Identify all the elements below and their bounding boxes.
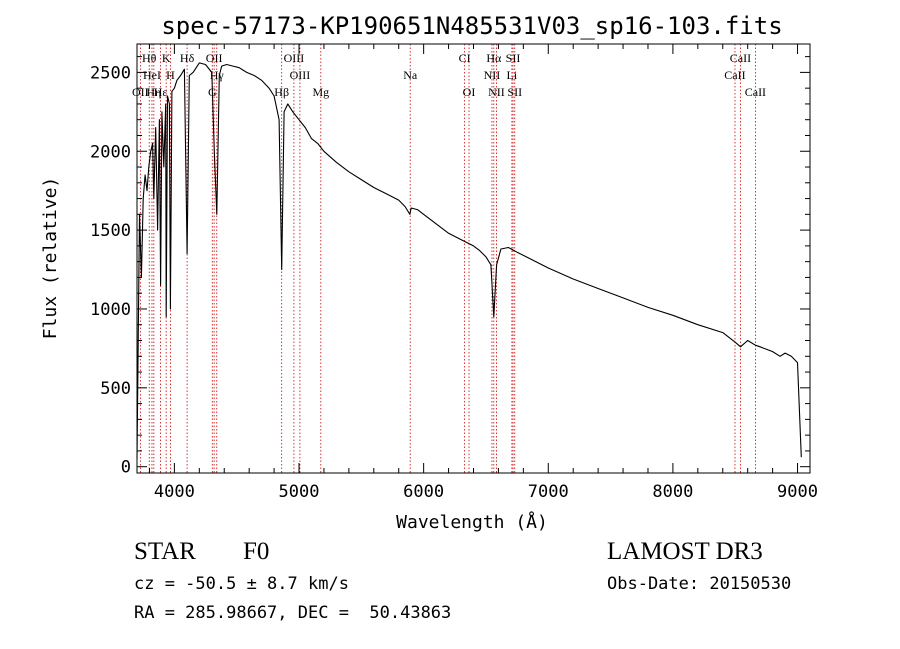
line-label-14: NII bbox=[484, 68, 501, 82]
line-label-15: Li bbox=[507, 68, 518, 82]
x-tick-label-8000: 8000 bbox=[652, 482, 693, 502]
y-tick-label-1500: 1500 bbox=[90, 221, 131, 241]
y-axis-ticks: 0 500 1000 1500 2000 2500 bbox=[90, 56, 810, 478]
line-label-26: CaII bbox=[745, 85, 766, 99]
chart-title: spec-57173-KP190651N485531V03_sp16-103.f… bbox=[161, 12, 782, 40]
object-class: STAR bbox=[134, 538, 196, 565]
line-label-0: Hθ bbox=[142, 51, 157, 65]
line-label-21: Hβ bbox=[274, 85, 289, 99]
y-tick-label-2000: 2000 bbox=[90, 142, 131, 162]
spectral-subclass: F0 bbox=[243, 538, 270, 565]
line-label-6: Hα bbox=[486, 51, 502, 65]
line-label-3: OII bbox=[206, 51, 223, 65]
line-label-18: Hη bbox=[146, 85, 161, 99]
line-label-2: Hδ bbox=[180, 51, 195, 65]
line-label-5: CI bbox=[459, 51, 471, 65]
redshift-readout: cz = -50.5 ± 8.7 km/s bbox=[134, 574, 349, 594]
x-tick-label-6000: 6000 bbox=[403, 482, 444, 502]
line-label-19: Hε bbox=[154, 85, 168, 99]
line-label-4: OIII bbox=[284, 51, 305, 65]
x-tick-label-5000: 5000 bbox=[279, 482, 320, 502]
spectrum-series-line bbox=[136, 62, 802, 459]
x-tick-label-7000: 7000 bbox=[528, 482, 569, 502]
survey-name: LAMOST DR3 bbox=[607, 538, 763, 565]
y-axis-label: Flux (relative) bbox=[40, 177, 61, 340]
y-tick-label-0: 0 bbox=[121, 458, 131, 478]
x-axis-ticks: 4000 5000 6000 7000 8000 9000 bbox=[148, 44, 818, 502]
line-label-24: NII bbox=[488, 85, 505, 99]
line-label-13: Na bbox=[403, 68, 418, 82]
line-label-1: K bbox=[162, 51, 171, 65]
line-label-12: OIII bbox=[290, 68, 311, 82]
line-label-8: CaII bbox=[730, 51, 751, 65]
x-tick-label-4000: 4000 bbox=[154, 482, 195, 502]
spectral-line-markers bbox=[139, 44, 756, 473]
observation-date: Obs-Date: 20150530 bbox=[607, 574, 792, 594]
line-label-10: H bbox=[166, 68, 175, 82]
line-label-9: HeI bbox=[143, 68, 161, 82]
line-label-23: OI bbox=[463, 85, 476, 99]
y-tick-label-1000: 1000 bbox=[90, 300, 131, 320]
line-label-17: OII bbox=[132, 85, 149, 99]
x-tick-label-9000: 9000 bbox=[777, 482, 818, 502]
line-label-25: SII bbox=[507, 85, 522, 99]
line-label-16: CaII bbox=[724, 68, 745, 82]
line-label-7: SII bbox=[506, 51, 521, 65]
x-axis-label: Wavelength (Å) bbox=[396, 511, 548, 533]
y-tick-label-500: 500 bbox=[100, 379, 131, 399]
plot-frame bbox=[136, 43, 811, 474]
coordinates: RA = 285.98667, DEC = 50.43863 bbox=[134, 603, 452, 623]
y-tick-label-2500: 2500 bbox=[90, 63, 131, 83]
line-label-22: Mg bbox=[312, 85, 329, 99]
